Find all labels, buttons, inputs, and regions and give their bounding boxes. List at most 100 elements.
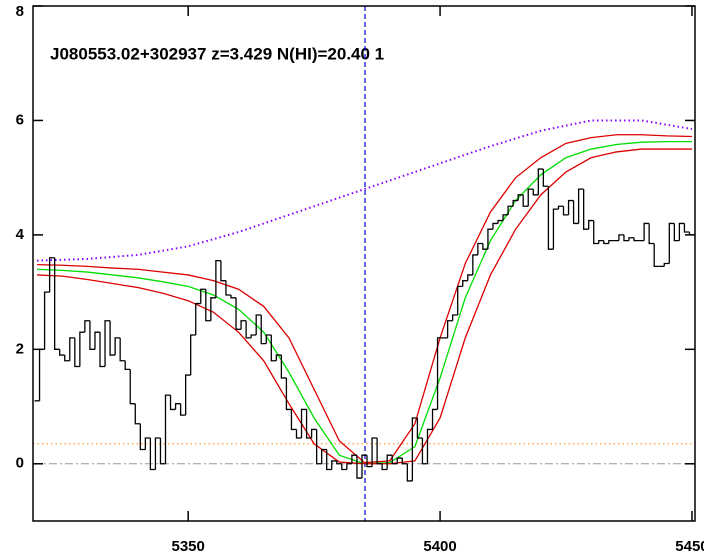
flux-step [164, 394, 171, 464]
flux-step [668, 222, 675, 264]
flux-step [386, 454, 393, 470]
flux-step [663, 262, 670, 267]
flux-step [260, 315, 267, 345]
flux-step [648, 223, 655, 245]
flux-step [401, 458, 408, 465]
flux-step [678, 222, 685, 241]
flux-step [84, 320, 90, 333]
flux-step [371, 437, 378, 467]
flux-step [270, 335, 277, 362]
flux-step [94, 331, 101, 350]
flux-step [144, 437, 151, 450]
flux-step [326, 449, 332, 471]
y-tick-label: 8 [16, 3, 24, 20]
y-tick-label: 2 [16, 340, 24, 357]
flux-step [195, 302, 201, 336]
flux-step [557, 205, 564, 210]
flux-step [99, 332, 106, 368]
flux-step [310, 428, 317, 439]
flux-step [59, 349, 65, 356]
flux-step [300, 408, 307, 439]
flux-step [477, 242, 483, 255]
flux-step [69, 337, 75, 361]
flux-step [336, 460, 342, 465]
flux-step [502, 214, 509, 221]
flux-step [54, 257, 60, 350]
flux-step [280, 355, 287, 379]
x-tick-label: 5450 [675, 538, 704, 555]
flux-step [411, 417, 418, 481]
flux-step [457, 285, 463, 315]
flux-step [446, 320, 453, 338]
flux-step [552, 208, 559, 250]
flux-step [497, 219, 504, 224]
x-tick-label: 5350 [171, 538, 204, 555]
flux-step [426, 428, 433, 464]
y-tick-label: 0 [16, 455, 24, 472]
flux-step [653, 243, 660, 268]
flux-step [467, 274, 473, 281]
flux-step [572, 200, 579, 225]
plot-frame [32, 5, 696, 522]
flux-step [315, 429, 322, 465]
flux-step [285, 377, 292, 411]
flux-step [482, 243, 488, 250]
flux-step [593, 220, 599, 245]
flux-step [643, 222, 650, 241]
flux-step [210, 297, 216, 321]
flux-step [74, 337, 80, 368]
flux-step [190, 334, 196, 376]
flux-step [623, 234, 630, 242]
flux-step [174, 403, 181, 410]
flux-step [235, 297, 242, 330]
flux-step [275, 354, 282, 361]
flux-step [79, 331, 85, 367]
flux-step [542, 169, 549, 187]
flux-step [391, 455, 398, 465]
flux-step [200, 288, 206, 304]
flux-step [673, 223, 680, 242]
flux-step [381, 463, 388, 471]
flux-step [608, 239, 614, 244]
flux-step [683, 223, 690, 233]
flux-step [452, 314, 458, 321]
flux-step [598, 239, 604, 244]
flux-step [577, 188, 584, 224]
flux-step [139, 423, 146, 451]
y-tick-label: 6 [16, 111, 24, 128]
flux-step [376, 438, 383, 465]
flux-step [215, 259, 221, 298]
flux-step [331, 460, 337, 470]
flux-step [517, 194, 524, 201]
flux-step [431, 408, 438, 430]
flux-step [366, 455, 373, 468]
model-line [37, 134, 692, 464]
model-line [37, 148, 692, 465]
flux-step [547, 186, 554, 250]
flux-step [240, 320, 247, 330]
flux-step [230, 294, 237, 299]
flux-step [603, 240, 609, 245]
flux-step [64, 355, 70, 362]
flux-step [487, 228, 493, 250]
flux-step [346, 463, 352, 470]
flux-step [416, 418, 423, 439]
flux-step [179, 403, 186, 416]
flux-step [149, 438, 156, 471]
flux-step [290, 409, 297, 431]
flux-step [406, 463, 413, 482]
flux-step [527, 188, 534, 207]
flux-step [265, 334, 272, 344]
flux-step [245, 320, 252, 339]
flux-step [567, 199, 574, 215]
flux-step [532, 189, 539, 196]
flux-step [633, 237, 640, 242]
flux-step [43, 291, 50, 350]
flux-step [562, 206, 569, 216]
flux-step [185, 374, 191, 416]
flux-step [255, 314, 262, 336]
flux-step [104, 320, 111, 367]
flux-step [492, 222, 499, 230]
